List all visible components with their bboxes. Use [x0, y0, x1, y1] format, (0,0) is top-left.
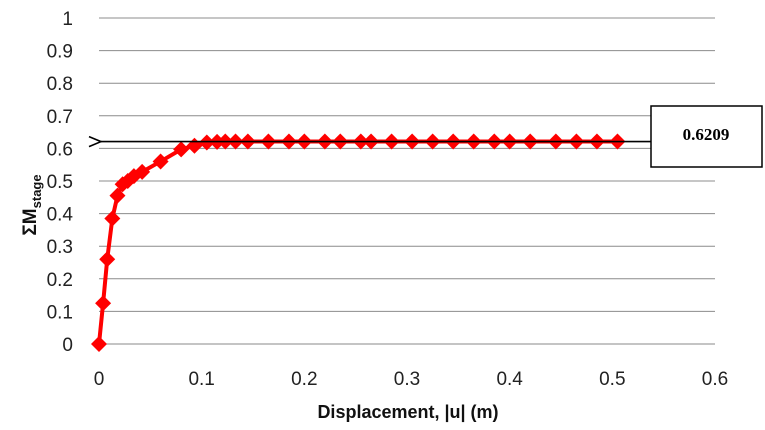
- data-point: [104, 210, 121, 227]
- data-point: [173, 141, 190, 158]
- y-tick-label: 0.1: [47, 302, 73, 323]
- data-point: [119, 173, 136, 189]
- data-point: [109, 187, 126, 204]
- x-tick-label: 0.4: [496, 369, 523, 390]
- y-tick-label: 0.7: [47, 107, 73, 128]
- callout-label: 0.6209: [683, 125, 730, 144]
- x-tick-label: 0.6: [702, 369, 728, 390]
- x-axis-title: Displacement, |u| (m): [317, 402, 498, 422]
- y-tick-label: 0.4: [47, 205, 74, 226]
- y-tick-label: 0.9: [47, 42, 73, 63]
- gridlines: [99, 17, 715, 312]
- x-tick-label: 0.3: [394, 369, 420, 390]
- x-tick-label: 0.2: [291, 369, 317, 390]
- data-point: [99, 251, 116, 268]
- callout-box: [650, 105, 763, 168]
- data-point: [186, 137, 203, 154]
- x-tick-labels: 0 0.1 0.2 0.3 0.4 0.5 0.6: [94, 369, 729, 390]
- y-tick-labels: 0 0.1 0.2 0.3 0.4 0.5 0.6 0.7 0.8 0.9 1: [47, 9, 74, 356]
- y-tick-label: 1: [62, 9, 73, 30]
- data-point: [198, 134, 215, 151]
- data-point: [91, 336, 107, 352]
- y-tick-label: 0.6: [47, 139, 73, 160]
- y-tick-label: 0.5: [47, 172, 73, 193]
- y-axis-title: ΣMstage: [20, 174, 44, 235]
- y-tick-label: 0.8: [47, 74, 73, 95]
- y-tick-label: 0: [62, 335, 73, 356]
- data-point: [134, 163, 151, 180]
- y-tick-label: 0.2: [47, 270, 73, 291]
- data-point: [152, 153, 169, 170]
- y-tick-label: 0.3: [47, 237, 73, 258]
- x-tick-label: 0.1: [188, 369, 214, 390]
- series-markers: [91, 133, 626, 352]
- series-line: [97, 139, 618, 345]
- x-tick-label: 0.5: [599, 369, 625, 390]
- y-axis-title-subscript: stage: [29, 174, 44, 208]
- data-point: [95, 295, 112, 312]
- y-axis-title-main: ΣM: [20, 208, 41, 235]
- x-tick-label: 0: [94, 369, 105, 390]
